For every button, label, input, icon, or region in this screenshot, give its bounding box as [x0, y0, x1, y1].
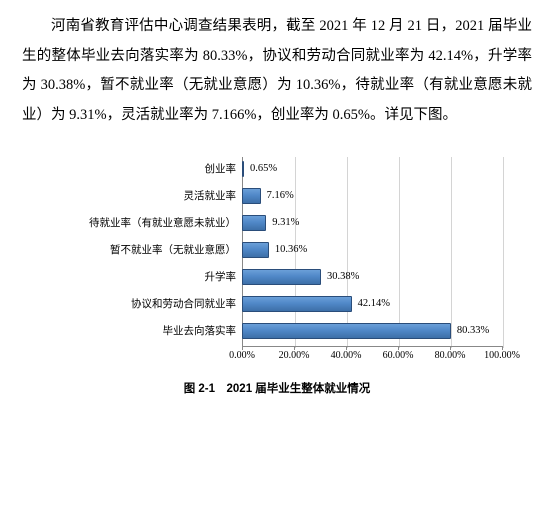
value-label: 42.14% [358, 298, 390, 309]
chart-caption: 图 2-1 2021 届毕业生整体就业情况 [22, 380, 532, 396]
axis-tick-label: 80.00% [435, 350, 466, 361]
chart-row: 升学率 30.38% [67, 265, 507, 289]
bar-zone: 9.31% [242, 214, 502, 232]
axis-tick-label: 0.00% [229, 350, 255, 361]
chart-row: 创业率 0.65% [67, 157, 507, 181]
bar-zone: 10.36% [242, 241, 502, 259]
bar-zone: 80.33% [242, 322, 502, 340]
axis-tick-label: 100.00% [484, 350, 520, 361]
chart-row: 毕业去向落实率 80.33% [67, 319, 507, 343]
value-label: 0.65% [250, 163, 277, 174]
bar [242, 269, 321, 285]
value-label: 10.36% [275, 244, 307, 255]
value-label: 80.33% [457, 325, 489, 336]
bar [242, 296, 352, 312]
bar-zone: 30.38% [242, 268, 502, 286]
category-label: 灵活就业率 [67, 188, 242, 203]
value-label: 9.31% [272, 217, 299, 228]
bar [242, 161, 244, 177]
chart-x-axis: 0.00%20.00%40.00%60.00%80.00%100.00% [67, 346, 507, 366]
chart-row: 灵活就业率 7.16% [67, 184, 507, 208]
bar [242, 323, 451, 339]
axis-tick-label: 20.00% [279, 350, 310, 361]
bar-zone: 0.65% [242, 160, 502, 178]
chart-row: 协议和劳动合同就业率 42.14% [67, 292, 507, 316]
chart-row: 待就业率（有就业意愿未就业） 9.31% [67, 211, 507, 235]
employment-bar-chart: 创业率 0.65% 灵活就业率 7.16% 待就业率（有就业意愿未就业） 9.31% 暂不就… [67, 157, 507, 366]
axis-tick-label: 40.00% [331, 350, 362, 361]
axis-tick-label: 60.00% [383, 350, 414, 361]
category-label: 协议和劳动合同就业率 [67, 296, 242, 311]
category-label: 暂不就业率（无就业意愿） [67, 242, 242, 257]
value-label: 30.38% [327, 271, 359, 282]
bar-zone: 42.14% [242, 295, 502, 313]
bar-zone: 7.16% [242, 187, 502, 205]
chart-row: 暂不就业率（无就业意愿） 10.36% [67, 238, 507, 262]
bar [242, 188, 261, 204]
category-label: 毕业去向落实率 [67, 323, 242, 338]
value-label: 7.16% [267, 190, 294, 201]
body-paragraph: 河南省教育评估中心调查结果表明，截至 2021 年 12 月 21 日，2021… [22, 12, 532, 131]
bar [242, 242, 269, 258]
category-label: 升学率 [67, 269, 242, 284]
category-label: 创业率 [67, 161, 242, 176]
bar [242, 215, 266, 231]
category-label: 待就业率（有就业意愿未就业） [67, 215, 242, 230]
